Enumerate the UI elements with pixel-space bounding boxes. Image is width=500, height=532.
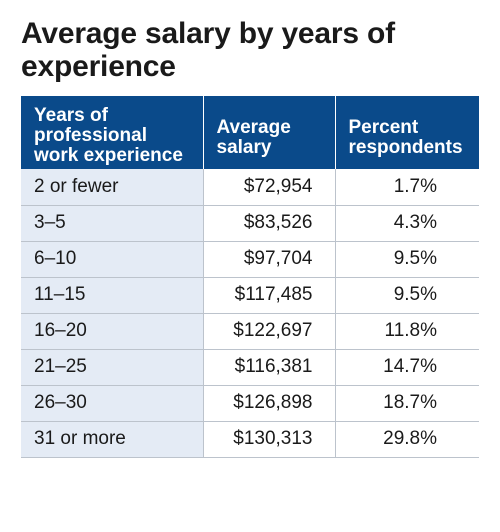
cell-years: 16–20: [21, 313, 204, 350]
header-years-line: Years of: [34, 105, 108, 126]
cell-years: 2 or fewer: [21, 169, 204, 206]
page-title: Average salary by years of experience: [21, 17, 395, 83]
cell-salary: $97,704: [203, 241, 336, 278]
cell-years: 11–15: [21, 277, 204, 314]
header-salary-line: Average: [216, 117, 291, 138]
header-salary-line: salary: [216, 137, 272, 158]
salary-table: Years of professional work experience Av…: [21, 96, 479, 458]
table-row: 16–20 $122,697 11.8%: [21, 313, 479, 350]
header-years-experience: Years of professional work experience: [21, 96, 204, 169]
cell-years: 6–10: [21, 241, 204, 278]
cell-percent: 18.7%: [335, 385, 479, 422]
cell-salary: $122,697: [203, 313, 336, 350]
header-years-line: professional: [34, 125, 147, 146]
cell-salary: $72,954: [203, 169, 336, 206]
table-row: 11–15 $117,485 9.5%: [21, 277, 479, 314]
cell-percent: 9.5%: [335, 241, 479, 278]
cell-percent: 11.8%: [335, 313, 479, 350]
header-years-line: work experience: [34, 145, 183, 166]
cell-years: 26–30: [21, 385, 204, 422]
table-row: 26–30 $126,898 18.7%: [21, 385, 479, 422]
table-row: 2 or fewer $72,954 1.7%: [21, 169, 479, 206]
cell-percent: 29.8%: [335, 421, 479, 458]
cell-salary: $126,898: [203, 385, 336, 422]
header-percent-line: Percent: [348, 117, 419, 138]
cell-percent: 1.7%: [335, 169, 479, 206]
header-average-salary: Average salary: [203, 96, 336, 169]
cell-salary: $117,485: [203, 277, 336, 314]
cell-salary: $130,313: [203, 421, 336, 458]
table-row: 3–5 $83,526 4.3%: [21, 205, 479, 242]
table-row: 21–25 $116,381 14.7%: [21, 349, 479, 386]
header-percent-line: respondents: [348, 137, 463, 158]
table-row: 31 or more $130,313 29.8%: [21, 421, 479, 458]
cell-percent: 9.5%: [335, 277, 479, 314]
cell-years: 3–5: [21, 205, 204, 242]
cell-years: 21–25: [21, 349, 204, 386]
cell-percent: 14.7%: [335, 349, 479, 386]
table-row: 6–10 $97,704 9.5%: [21, 241, 479, 278]
cell-percent: 4.3%: [335, 205, 479, 242]
cell-years: 31 or more: [21, 421, 204, 458]
cell-salary: $116,381: [203, 349, 336, 386]
cell-salary: $83,526: [203, 205, 336, 242]
table-header-row: Years of professional work experience Av…: [21, 96, 479, 169]
header-percent-respondents: Percent respondents: [335, 96, 479, 169]
